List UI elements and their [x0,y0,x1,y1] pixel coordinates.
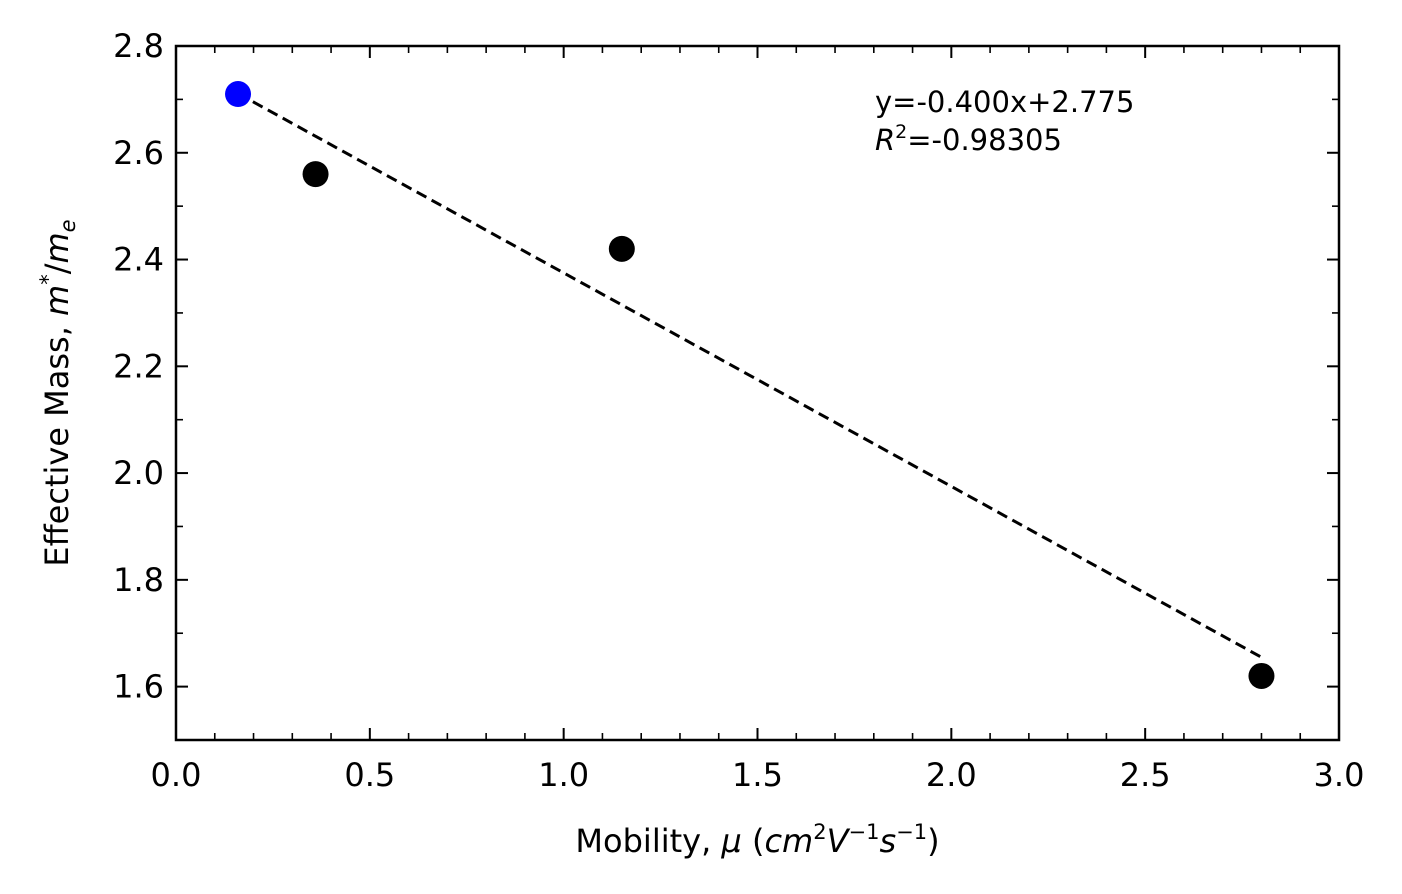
x-tick-label: 1.0 [538,756,589,794]
x-tick-label: 2.0 [926,756,977,794]
plot-frame [174,44,1341,742]
x-tick-label: 0.5 [344,756,395,794]
data-point [225,81,252,108]
x-label-exp2: 2 [813,820,826,844]
x-label-v: V [827,822,851,860]
y-tick-label: 2.6 [113,134,164,172]
y-tick-label: 2.4 [113,241,164,279]
y-tick-label: 2.2 [113,347,164,385]
x-label-mu: μ [720,822,741,860]
fit-line [237,92,1263,659]
x-label-cm: cm [764,822,813,860]
x-axis-label: Mobility, μ (cm2V−1s−1) [575,820,939,860]
x-tick-label: 0.0 [151,756,202,794]
r-squared-label: R2=-0.98305 [875,121,1062,157]
y-tick-label: 1.6 [113,668,164,706]
y-label-slash: / [38,263,76,274]
x-label-expm1: −1 [848,820,879,844]
x-tick-label: 2.5 [1120,756,1171,794]
y-tick-label: 2.0 [113,454,164,492]
data-points-layer [225,81,1275,689]
r-exponent: 2 [895,121,907,143]
axis-ticks-layer: 0.0 0.5 1.0 1.5 2.0 2.5 3.0 1.6 1.8 2.0 2.2 2.4 2.6 2… [113,27,1364,794]
y-label-sub-e: e [56,219,80,232]
fit-equation: y=-0.400x+2.775 [875,85,1134,119]
r-value: =-0.98305 [907,123,1062,157]
y-tick-label: 1.8 [113,561,164,599]
data-point [302,161,329,188]
x-label-prefix: Mobility, [575,822,721,860]
y-tick-label: 2.8 [113,27,164,65]
y-label-prefix: Effective Mass, [38,316,76,567]
x-tick-label: 3.0 [1314,756,1365,794]
r-symbol: R [875,123,895,157]
x-tick-label: 1.5 [732,756,783,794]
y-label-m: m [38,285,76,316]
y-axis-label: Effective Mass, m*/me [36,219,80,566]
data-point [1248,662,1275,689]
fit-line-layer [237,92,1263,659]
x-label-open: ( [742,822,765,860]
x-label-close: ) [927,822,939,860]
data-point [608,235,635,262]
x-label-s: s [879,822,896,860]
y-label-m2: m [38,232,76,263]
x-label-expm1b: −1 [896,820,927,844]
y-label-star: * [36,274,60,285]
